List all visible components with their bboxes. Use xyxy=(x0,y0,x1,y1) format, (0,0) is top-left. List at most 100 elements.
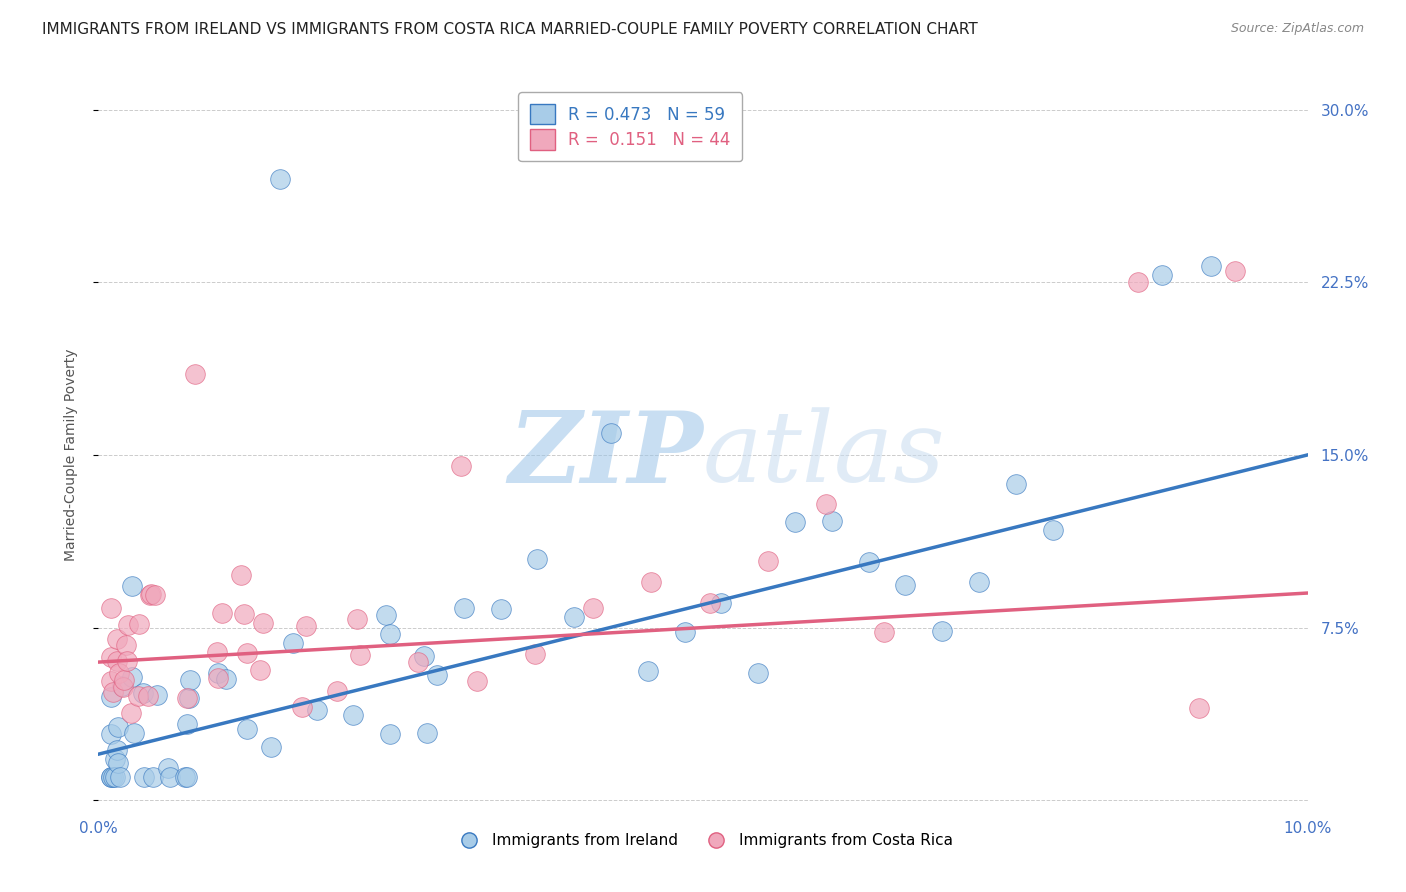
Point xyxy=(100,727,122,741)
Point xyxy=(100,649,122,664)
Point xyxy=(121,670,143,684)
Point xyxy=(211,606,233,620)
Point xyxy=(465,674,488,689)
Point xyxy=(107,720,129,734)
Point xyxy=(450,459,472,474)
Point xyxy=(157,761,180,775)
Point xyxy=(894,578,917,592)
Point xyxy=(107,756,129,770)
Legend: Immigrants from Ireland, Immigrants from Costa Rica: Immigrants from Ireland, Immigrants from… xyxy=(447,827,959,854)
Point xyxy=(967,574,990,589)
Point xyxy=(637,664,659,678)
Point xyxy=(159,770,181,784)
Point xyxy=(143,588,166,602)
Point xyxy=(100,690,122,704)
Point xyxy=(108,665,131,680)
Point xyxy=(115,654,138,668)
Point xyxy=(600,426,623,441)
Point xyxy=(710,597,733,611)
Point xyxy=(110,679,132,693)
Point xyxy=(1199,259,1222,273)
Point xyxy=(413,649,436,664)
Point xyxy=(426,667,449,681)
Point xyxy=(408,655,430,669)
Point xyxy=(103,684,125,698)
Point xyxy=(100,770,122,784)
Point xyxy=(205,645,228,659)
Point xyxy=(108,770,131,784)
Text: ZIP: ZIP xyxy=(508,407,703,503)
Point xyxy=(416,725,439,739)
Y-axis label: Married-Couple Family Poverty: Married-Couple Family Poverty xyxy=(63,349,77,561)
Point xyxy=(184,368,207,382)
Point xyxy=(207,666,229,681)
Text: Source: ZipAtlas.com: Source: ZipAtlas.com xyxy=(1230,22,1364,36)
Point xyxy=(132,770,155,784)
Point xyxy=(815,497,838,511)
Point xyxy=(139,589,162,603)
Point xyxy=(342,707,364,722)
Point xyxy=(378,727,401,741)
Point xyxy=(101,770,124,784)
Point xyxy=(146,688,169,702)
Point xyxy=(526,552,548,566)
Point xyxy=(112,673,135,687)
Point xyxy=(582,601,605,615)
Point xyxy=(756,554,779,568)
Point xyxy=(104,770,127,784)
Point xyxy=(231,568,253,582)
Point xyxy=(105,654,128,668)
Point xyxy=(105,632,128,646)
Point xyxy=(783,515,806,529)
Point xyxy=(111,680,134,694)
Point xyxy=(232,607,254,621)
Text: atlas: atlas xyxy=(703,408,946,502)
Point xyxy=(141,587,163,601)
Point xyxy=(207,671,229,685)
Point xyxy=(174,770,197,784)
Point xyxy=(747,665,769,680)
Point xyxy=(380,627,402,641)
Point xyxy=(100,770,122,784)
Point xyxy=(699,596,721,610)
Point xyxy=(176,690,198,705)
Point xyxy=(215,672,238,686)
Point xyxy=(489,602,512,616)
Point xyxy=(236,723,259,737)
Point xyxy=(117,618,139,632)
Point xyxy=(1188,701,1211,715)
Point xyxy=(269,171,291,186)
Point xyxy=(858,556,880,570)
Point xyxy=(1004,477,1026,491)
Point xyxy=(179,673,201,688)
Point xyxy=(931,624,953,639)
Point xyxy=(260,740,283,755)
Point xyxy=(1128,275,1150,289)
Point xyxy=(115,638,138,652)
Point xyxy=(131,685,153,699)
Point xyxy=(249,663,271,677)
Point xyxy=(128,617,150,632)
Point xyxy=(305,703,328,717)
Point xyxy=(291,699,314,714)
Point xyxy=(349,648,371,662)
Point xyxy=(453,600,475,615)
Point xyxy=(252,615,274,630)
Point xyxy=(177,691,200,706)
Point xyxy=(121,579,143,593)
Point xyxy=(821,514,844,528)
Point xyxy=(176,717,198,731)
Point xyxy=(346,612,368,626)
Text: IMMIGRANTS FROM IRELAND VS IMMIGRANTS FROM COSTA RICA MARRIED-COUPLE FAMILY POVE: IMMIGRANTS FROM IRELAND VS IMMIGRANTS FR… xyxy=(42,22,979,37)
Point xyxy=(562,610,585,624)
Point xyxy=(176,770,198,784)
Point xyxy=(104,752,127,766)
Point xyxy=(127,689,149,703)
Point xyxy=(100,674,122,689)
Point xyxy=(523,647,546,661)
Point xyxy=(1042,523,1064,537)
Point xyxy=(1152,268,1174,283)
Point xyxy=(100,601,122,615)
Point xyxy=(673,625,696,640)
Point xyxy=(640,575,662,590)
